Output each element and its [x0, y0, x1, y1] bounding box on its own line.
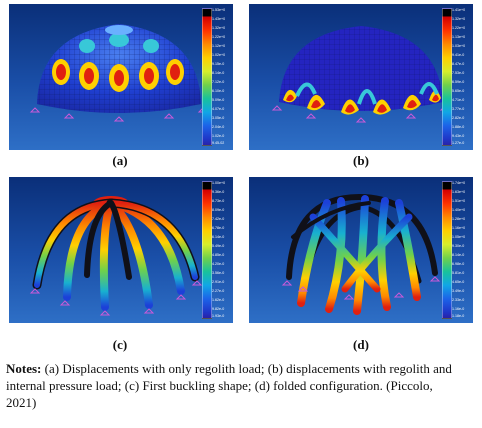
- legend-d-tick: 1.28e+0: [452, 217, 466, 221]
- legend-d-tick: 4.65e-0: [452, 280, 465, 284]
- legend-a-tick: 9.15e-0: [212, 62, 225, 66]
- legend-c-tick: 2.91e-0: [212, 280, 225, 284]
- ribs-d-graphic: [281, 193, 441, 315]
- legend-a-tick: 1.02e-0: [212, 134, 225, 138]
- legend-b-colorbar: [442, 8, 452, 146]
- supports-c: [29, 280, 203, 316]
- hotspots-a: [52, 25, 184, 92]
- figure-c-buckling-shape: 1.00e+0 9.36e-0 8.73e-0 8.09e-0 7.42e-0 …: [9, 177, 233, 323]
- legend-a-tick: 1.32e+0: [212, 26, 226, 30]
- legend-b-tick: 9.41e-0: [452, 53, 465, 57]
- legend-a-tick: 1.12e+0: [212, 44, 226, 48]
- ribs-c: [32, 198, 200, 311]
- legend-b-tick: 6.59e-0: [452, 80, 465, 84]
- legend-b-tick: 1.13e+0: [452, 35, 466, 39]
- legend-d-tick: 1.16e-0: [452, 307, 465, 311]
- legend-b-tick: 8.47e-0: [452, 62, 465, 66]
- legend-a-tick: 6.10e-0: [212, 89, 225, 93]
- legend-a-tick: 5.09e-0: [212, 98, 225, 102]
- legend-b-tick: 1.32e+0: [452, 17, 466, 21]
- legend-d-tick: 6.98e-0: [452, 262, 465, 266]
- notes-heading: Notes:: [6, 361, 42, 376]
- legend-a-tick: 1.43e+0: [212, 17, 226, 21]
- legend-a-tick: 4.07e-0: [212, 107, 225, 111]
- legend-a-tick: 8.14e-0: [212, 71, 225, 75]
- legend-d-tick: 1.16e+0: [452, 226, 466, 230]
- legend-b-tick: 9.43e-0: [452, 134, 465, 138]
- legend-c-tick: 2.27e-0: [212, 289, 225, 293]
- figure-a-label: (a): [112, 153, 128, 168]
- notes-text: (a) Displacements with only regolith loa…: [6, 361, 452, 410]
- legend-d-tick: 1.05e+0: [452, 235, 466, 239]
- legend-b-tick: 1.03e+0: [452, 44, 466, 48]
- dome-a-graphic: [29, 24, 209, 122]
- legend-b-tick: 4.71e-0: [452, 98, 465, 102]
- legend-a-tick: 1.53e+0: [212, 8, 226, 12]
- supports-b: [271, 105, 451, 123]
- ribs-c-graphic: [29, 196, 203, 316]
- legend-c-tick: 9.36e-0: [212, 190, 225, 194]
- legend-d-tick: 1.74e+0: [452, 181, 466, 185]
- legend-a-tick: 3.05e-0: [212, 116, 225, 120]
- legend-c-tick: 4.85e-0: [212, 253, 225, 257]
- legend-c-tick: 3.56e-0: [212, 271, 225, 275]
- legend-b-tick: 3.77e-0: [452, 107, 465, 111]
- supports-a: [29, 107, 209, 122]
- legend-c-tick: 1.00e+0: [212, 181, 226, 185]
- legend-d-tick: 9.30e-0: [452, 244, 465, 248]
- legend-c-tick: 6.78e-0: [212, 226, 225, 230]
- legend-b-tick: 1.27e-0: [452, 141, 465, 145]
- dome-b-graphic: [271, 26, 451, 123]
- legend-b-tick: 1.88e-0: [452, 125, 465, 129]
- legend-d-tick: 5.81e-0: [452, 271, 465, 275]
- figure-c-label: (c): [112, 337, 128, 352]
- legend-b-tick: 1.41e+0: [452, 8, 466, 12]
- legend-b-tick: 2.82e-0: [452, 116, 465, 120]
- legend-a-tick: 1.22e+0: [212, 35, 226, 39]
- legend-d-tick: 1.18e-0: [452, 314, 465, 318]
- legend-c-tick: 6.14e-0: [212, 235, 225, 239]
- legend-b-tick: 5.65e-0: [452, 89, 465, 93]
- legend-c-tick: 1.93e-0: [212, 314, 225, 318]
- legend-d-colorbar: [442, 181, 452, 319]
- legend-d-tick: 1.63e+0: [452, 190, 466, 194]
- legend-d-tick: 1.40e+0: [452, 208, 466, 212]
- figure-notes: Notes: (a) Displacements with only regol…: [6, 360, 466, 411]
- supports-d: [281, 276, 441, 300]
- hotspots-b: [283, 82, 441, 115]
- legend-c-tick: 5.49e-0: [212, 244, 225, 248]
- legend-d-tick: 3.49e-0: [452, 289, 465, 293]
- legend-c-tick: 8.73e-0: [212, 199, 225, 203]
- legend-b-tick: 7.53e-0: [452, 71, 465, 75]
- legend-d-tick: 1.51e+0: [452, 199, 466, 203]
- legend-a-tick: 9.45-02: [212, 141, 225, 145]
- legend-c-tick: 9.82e-0: [212, 307, 225, 311]
- legend-b-tick: 1.22e+0: [452, 26, 466, 30]
- legend-c-tick: 4.20e-0: [212, 262, 225, 266]
- legend-c-colorbar: [202, 181, 212, 319]
- figure-d-label: (d): [353, 337, 369, 352]
- figure-d-folded-configuration: 1.74e+0 1.63e+0 1.51e+0 1.40e+0 1.28e+0 …: [249, 177, 473, 323]
- figure-a-regolith-displacement: 1.53e+0 1.43e+0 1.32e+0 1.22e+0 1.12e+0 …: [9, 4, 233, 150]
- ribs-d: [286, 193, 438, 315]
- legend-c-tick: 1.62e-0: [212, 298, 225, 302]
- legend-a-colorbar: [202, 8, 212, 146]
- legend-a-tick: 2.04e-0: [212, 125, 225, 129]
- figure-b-pressure-displacement: 1.41e+0 1.32e+0 1.22e+0 1.13e+0 1.03e+0 …: [249, 4, 473, 150]
- legend-c-tick: 8.09e-0: [212, 208, 225, 212]
- figure-b-label: (b): [353, 153, 369, 168]
- legend-d-tick: 8.14e-0: [452, 253, 465, 257]
- legend-a-tick: 1.02e+0: [212, 53, 226, 57]
- legend-c-tick: 7.42e-0: [212, 217, 225, 221]
- legend-a-tick: 7.12e-0: [212, 80, 225, 84]
- legend-d-tick: 2.33e-0: [452, 298, 465, 302]
